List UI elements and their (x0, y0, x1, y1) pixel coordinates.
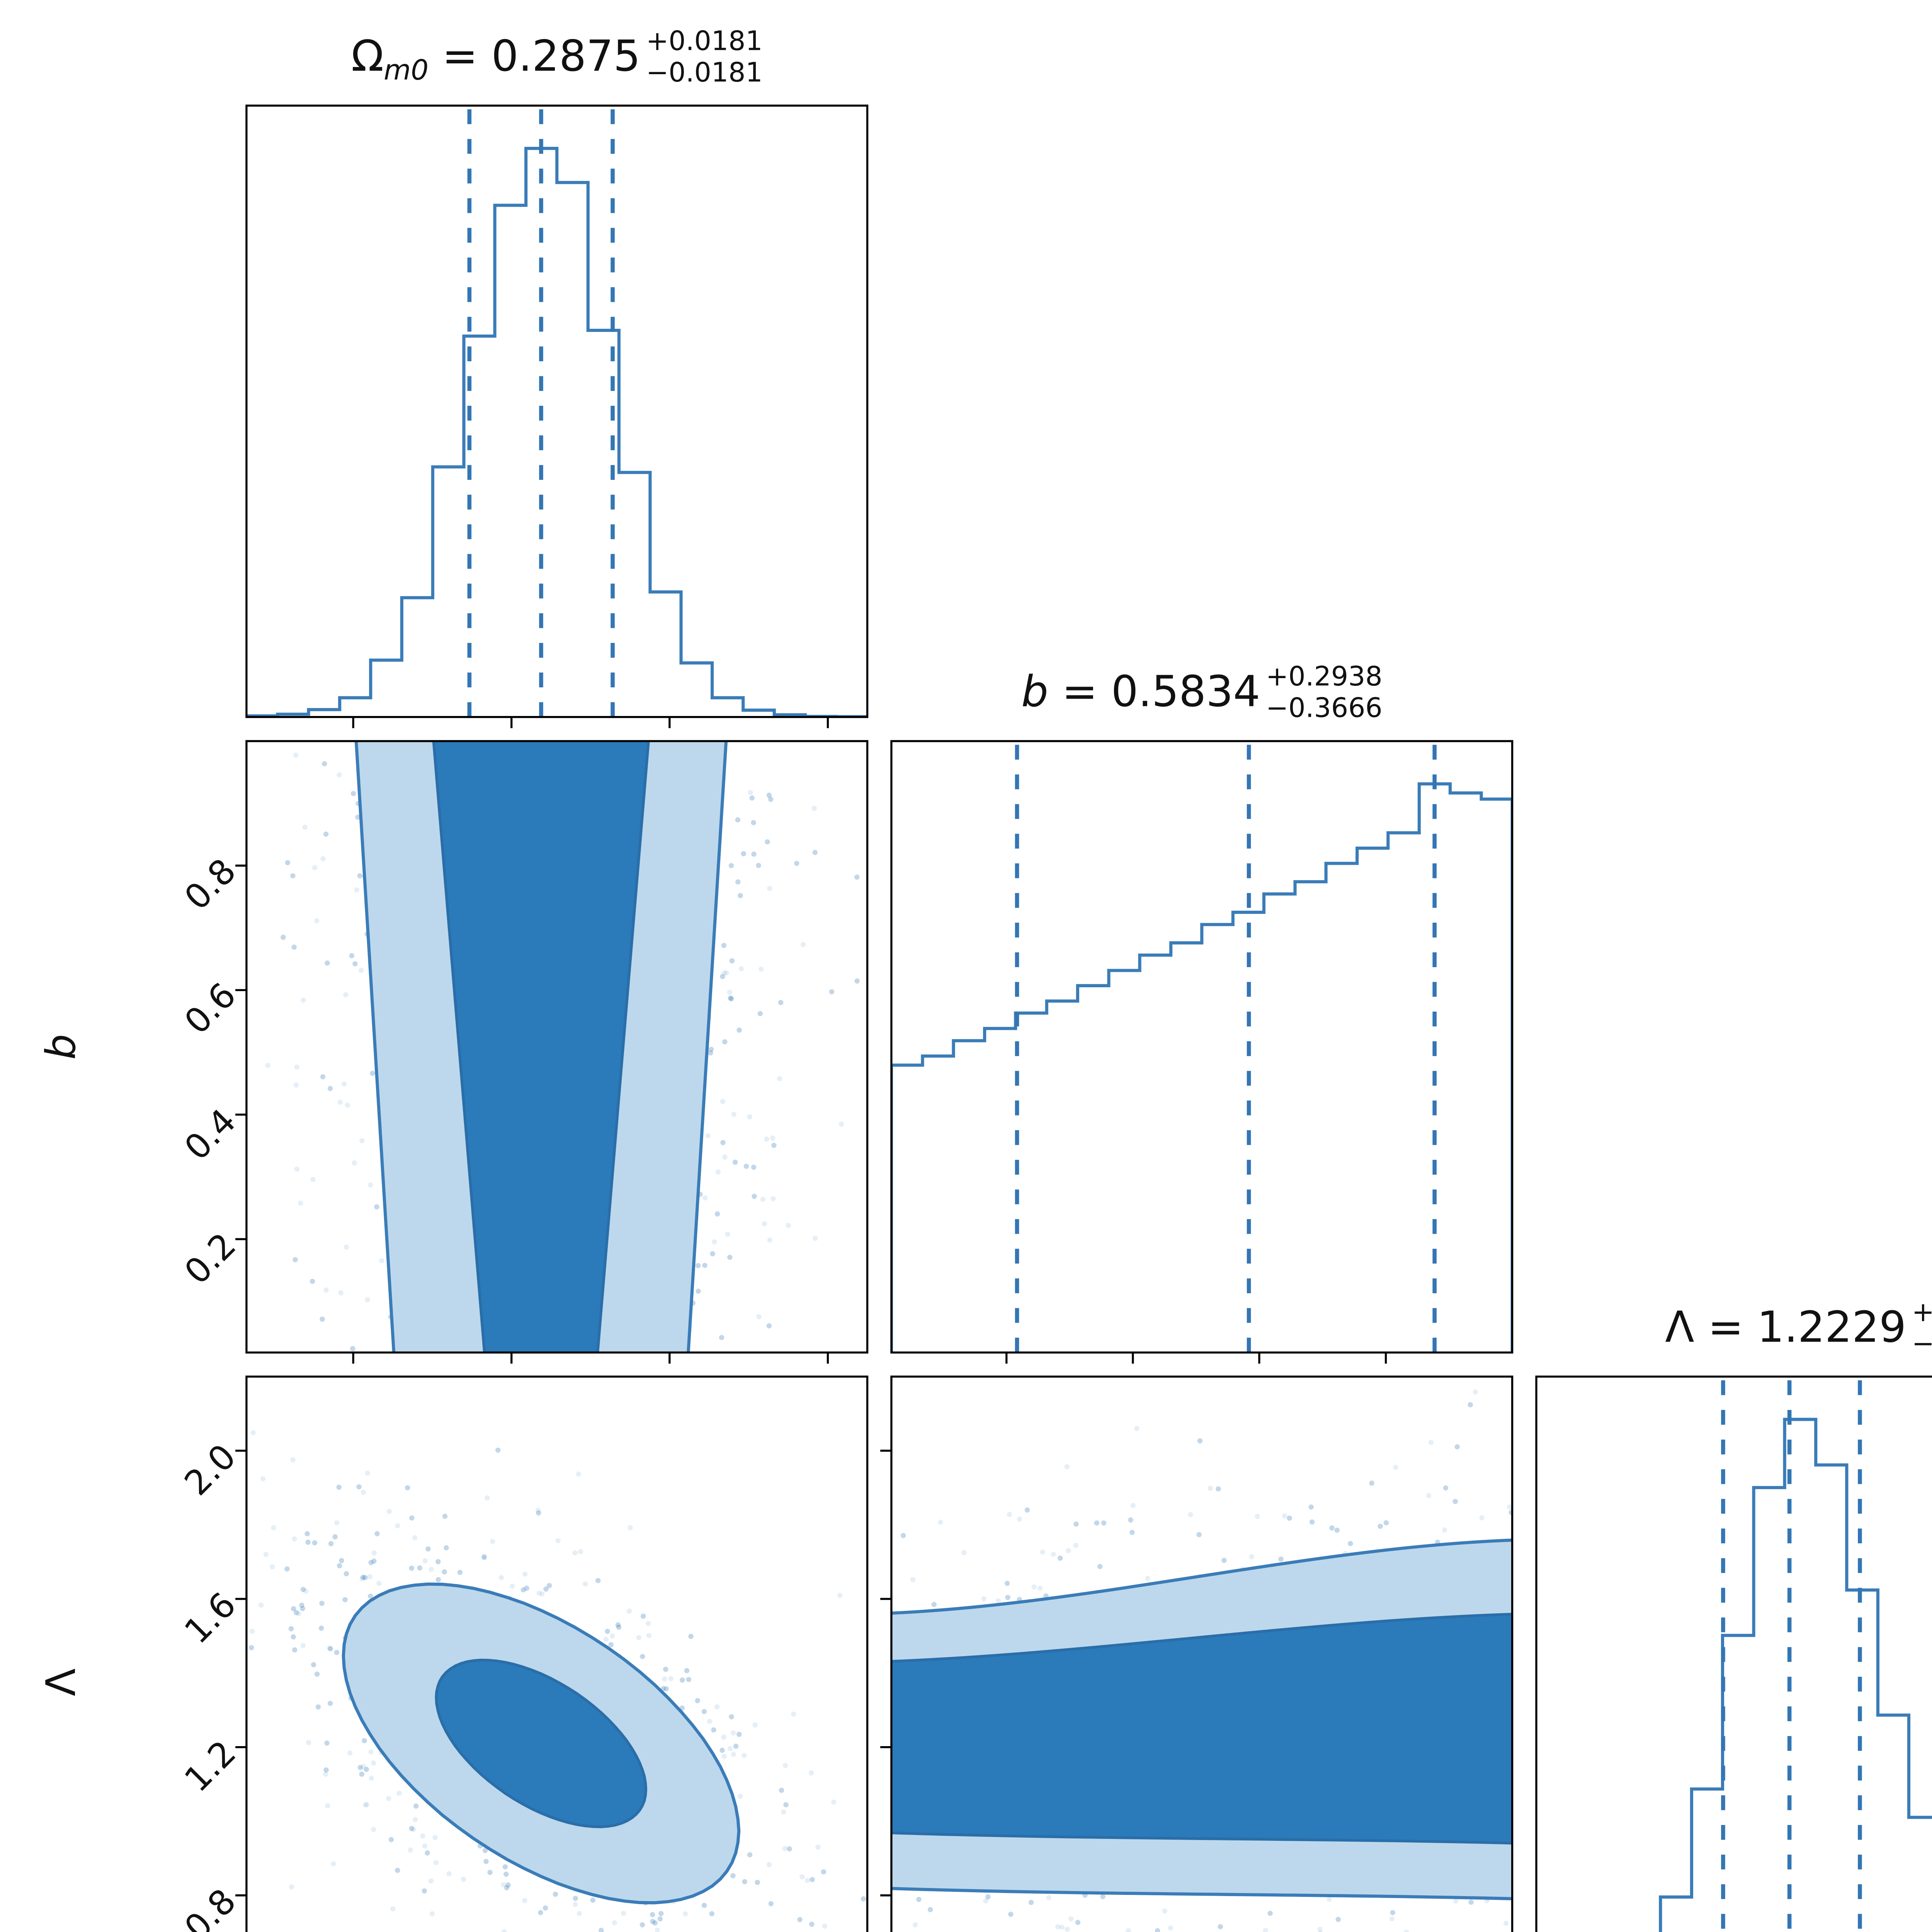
y-axis-label-lambda: Λ (40, 1668, 86, 1696)
title-error-minus: −0.0181 (646, 59, 763, 90)
title-error-plus: +0.1871 (1912, 1299, 1932, 1330)
panel-0-0 (247, 105, 867, 717)
panel-2-2 (1536, 1377, 1932, 1932)
panel-title-b: b = 0.5834 +0.2938 −0.3666 (1021, 663, 1383, 725)
title-error-minus: −0.1764 (1912, 1330, 1932, 1361)
panel-1-1 (891, 741, 1512, 1352)
axis-label-main: Λ (40, 1668, 86, 1696)
title-symbol: Λ (1665, 1304, 1694, 1353)
axis-label-main: b (40, 1034, 86, 1060)
title-errors: +0.1871−0.1764 (1912, 1299, 1932, 1361)
title-error-minus: −0.3666 (1266, 694, 1383, 725)
title-symbol: b (1021, 669, 1048, 718)
title-value: = 0.2875 (429, 34, 641, 82)
y-axis-label-b: b (40, 1034, 86, 1060)
title-error-plus: +0.0181 (646, 28, 763, 59)
panel-2-1 (877, 1329, 1527, 1932)
title-value: = 1.2229 (1694, 1304, 1906, 1353)
title-value: = 0.5834 (1048, 669, 1260, 718)
panel-3-0 (10, 1874, 1017, 1932)
title-symbol-subscript: m0 (384, 54, 429, 87)
panel-title-omega-m0: Ωm0 = 0.2875 +0.0181 −0.0181 (351, 28, 763, 90)
title-errors: +0.0181 −0.0181 (646, 28, 763, 90)
panel-title-lambda: Λ = 1.2229 +0.1871−0.1764 (1665, 1299, 1932, 1361)
title-symbol: Ω (351, 34, 384, 82)
title-error-plus: +0.2938 (1266, 663, 1383, 694)
title-errors: +0.2938 −0.3666 (1266, 663, 1383, 725)
